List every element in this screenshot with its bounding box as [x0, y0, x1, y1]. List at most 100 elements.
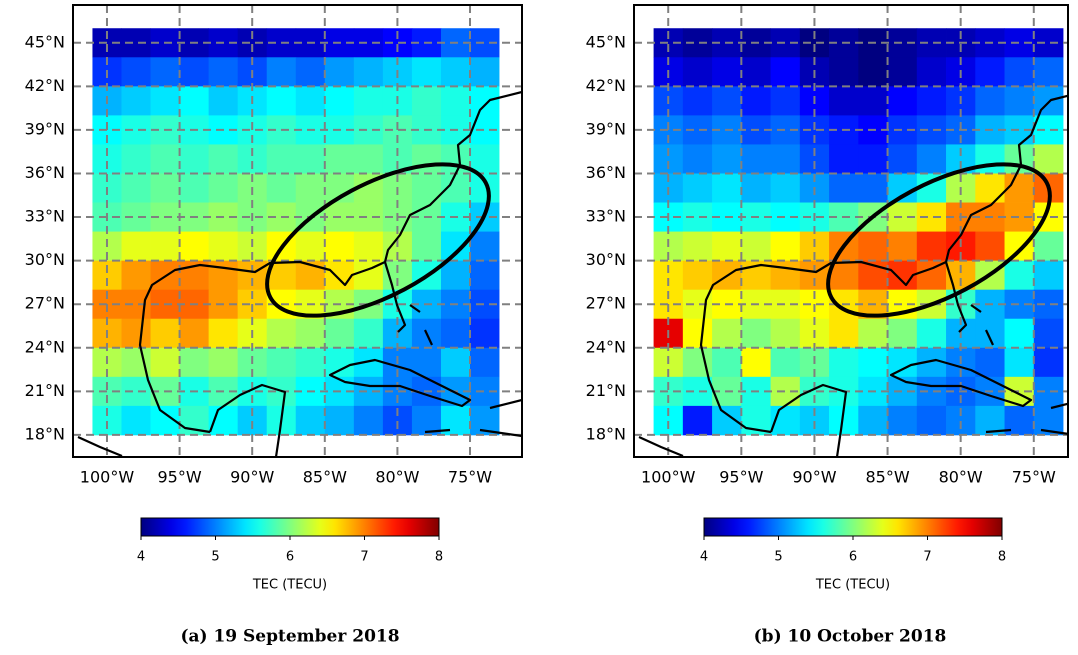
x-tick-label: 90°W: [230, 468, 274, 487]
heatmap-cell: [179, 144, 210, 174]
heatmap-cell: [150, 347, 180, 378]
heatmap-cell: [887, 318, 918, 349]
heatmap-cell: [1033, 231, 1064, 262]
heatmap-cell: [1004, 347, 1035, 378]
colorbar-tick-label: 4: [700, 550, 708, 565]
y-tick-label: 18°N: [586, 424, 626, 443]
colorbar-tick-label: 4: [137, 550, 145, 565]
heatmap-cell: [470, 57, 500, 87]
x-tick-label: 85°W: [303, 468, 347, 487]
heatmap-cell: [770, 318, 801, 349]
heatmap-cell: [770, 347, 801, 378]
heatmap-cell: [353, 231, 384, 262]
heatmap-cell: [470, 347, 500, 378]
colorbar-label: TEC (TECU): [815, 578, 890, 593]
heatmap-cell: [150, 173, 180, 203]
heatmap-cell: [295, 347, 326, 378]
y-tick-label: 30°N: [25, 250, 65, 269]
y-tick-label: 39°N: [586, 119, 626, 138]
heatmap-cell: [916, 86, 947, 116]
heatmap-cell: [975, 86, 1005, 116]
plot-frame: [72, 4, 523, 458]
y-tick-label: 24°N: [586, 337, 626, 356]
heatmap-cell: [858, 347, 888, 378]
heatmap-cell: [712, 347, 742, 378]
x-tick-label: 100°W: [80, 468, 135, 487]
heatmap-cell: [295, 57, 326, 87]
heatmap-cell: [712, 173, 742, 203]
heatmap-cell: [208, 144, 239, 174]
heatmap-cell: [324, 57, 355, 87]
colorbar-tick-label: 7: [360, 550, 368, 565]
heatmap-cell: [975, 318, 1005, 349]
heatmap-cell: [121, 173, 151, 203]
heatmap-cell: [916, 231, 947, 262]
heatmap-cell: [440, 260, 471, 291]
heatmap-cell: [266, 173, 297, 203]
heatmap-cell: [121, 231, 151, 262]
heatmap-cell: [770, 231, 801, 262]
heatmap-cell: [179, 57, 210, 87]
heatmap-cell: [1033, 57, 1064, 87]
heatmap-cell: [121, 86, 151, 116]
heatmap-cell: [741, 231, 771, 262]
heatmap-cell: [295, 405, 326, 436]
x-tick-label: 75°W: [448, 468, 492, 487]
heatmap-cell: [266, 347, 297, 378]
x-tick-label: 85°W: [865, 468, 909, 487]
heatmap-cell: [829, 347, 859, 378]
heatmap-cell: [829, 173, 859, 203]
caption: (a) 19 September 2018: [180, 627, 399, 647]
heatmap-cell: [887, 347, 918, 378]
coastlines: [77, 90, 522, 457]
y-tick-label: 18°N: [25, 424, 65, 443]
heatmap-cell: [324, 144, 355, 174]
y-tick-label: 27°N: [25, 294, 65, 313]
x-tick-label: 75°W: [1012, 468, 1056, 487]
heatmap-cell: [916, 144, 947, 174]
colorbar: [140, 517, 440, 537]
heatmap-cell: [121, 405, 151, 436]
heatmap-cell: [411, 57, 442, 87]
heatmap-cell: [324, 86, 355, 116]
heatmap-cell: [179, 86, 210, 116]
heatmap-cell: [324, 260, 355, 291]
heatmap-cell: [208, 173, 239, 203]
heatmap-cell: [712, 57, 742, 87]
heatmap-cell: [150, 86, 180, 116]
heatmap-cell: [858, 173, 888, 203]
heatmap-cell: [916, 405, 947, 436]
heatmap-cell: [1004, 57, 1035, 87]
heatmap-cell: [887, 86, 918, 116]
heatmap-cell: [1004, 260, 1035, 291]
heatmap-cell: [975, 231, 1005, 262]
colorbar: [703, 517, 1003, 537]
heatmap-cell: [208, 57, 239, 87]
heatmap-cell: [324, 231, 355, 262]
heatmap-cell: [208, 231, 239, 262]
heatmap-cell: [741, 86, 771, 116]
heatmap-cell: [470, 231, 500, 262]
heatmap-cell: [1004, 231, 1035, 262]
heatmap-cell: [295, 231, 326, 262]
x-tick-label: 90°W: [792, 468, 836, 487]
colorbar-tick-label: 8: [435, 550, 443, 565]
heatmap-cell: [324, 318, 355, 349]
heatmap-cell: [411, 231, 442, 262]
heatmap-cell: [470, 260, 500, 291]
heatmap-cell: [975, 347, 1005, 378]
heatmap-cell: [770, 173, 801, 203]
heatmap-cell: [353, 405, 384, 436]
heatmap-cell: [295, 318, 326, 349]
heatmap-cell: [682, 318, 713, 349]
heatmap-cell: [324, 347, 355, 378]
heatmap-cell: [887, 405, 918, 436]
y-tick-label: 30°N: [586, 250, 626, 269]
heatmap-cell: [1004, 173, 1035, 203]
colorbar-tick-label: 7: [923, 550, 931, 565]
heatmap-cell: [741, 318, 771, 349]
heatmap-cell: [1033, 144, 1064, 174]
heatmap-cell: [353, 144, 384, 174]
heatmap-cell: [975, 57, 1005, 87]
